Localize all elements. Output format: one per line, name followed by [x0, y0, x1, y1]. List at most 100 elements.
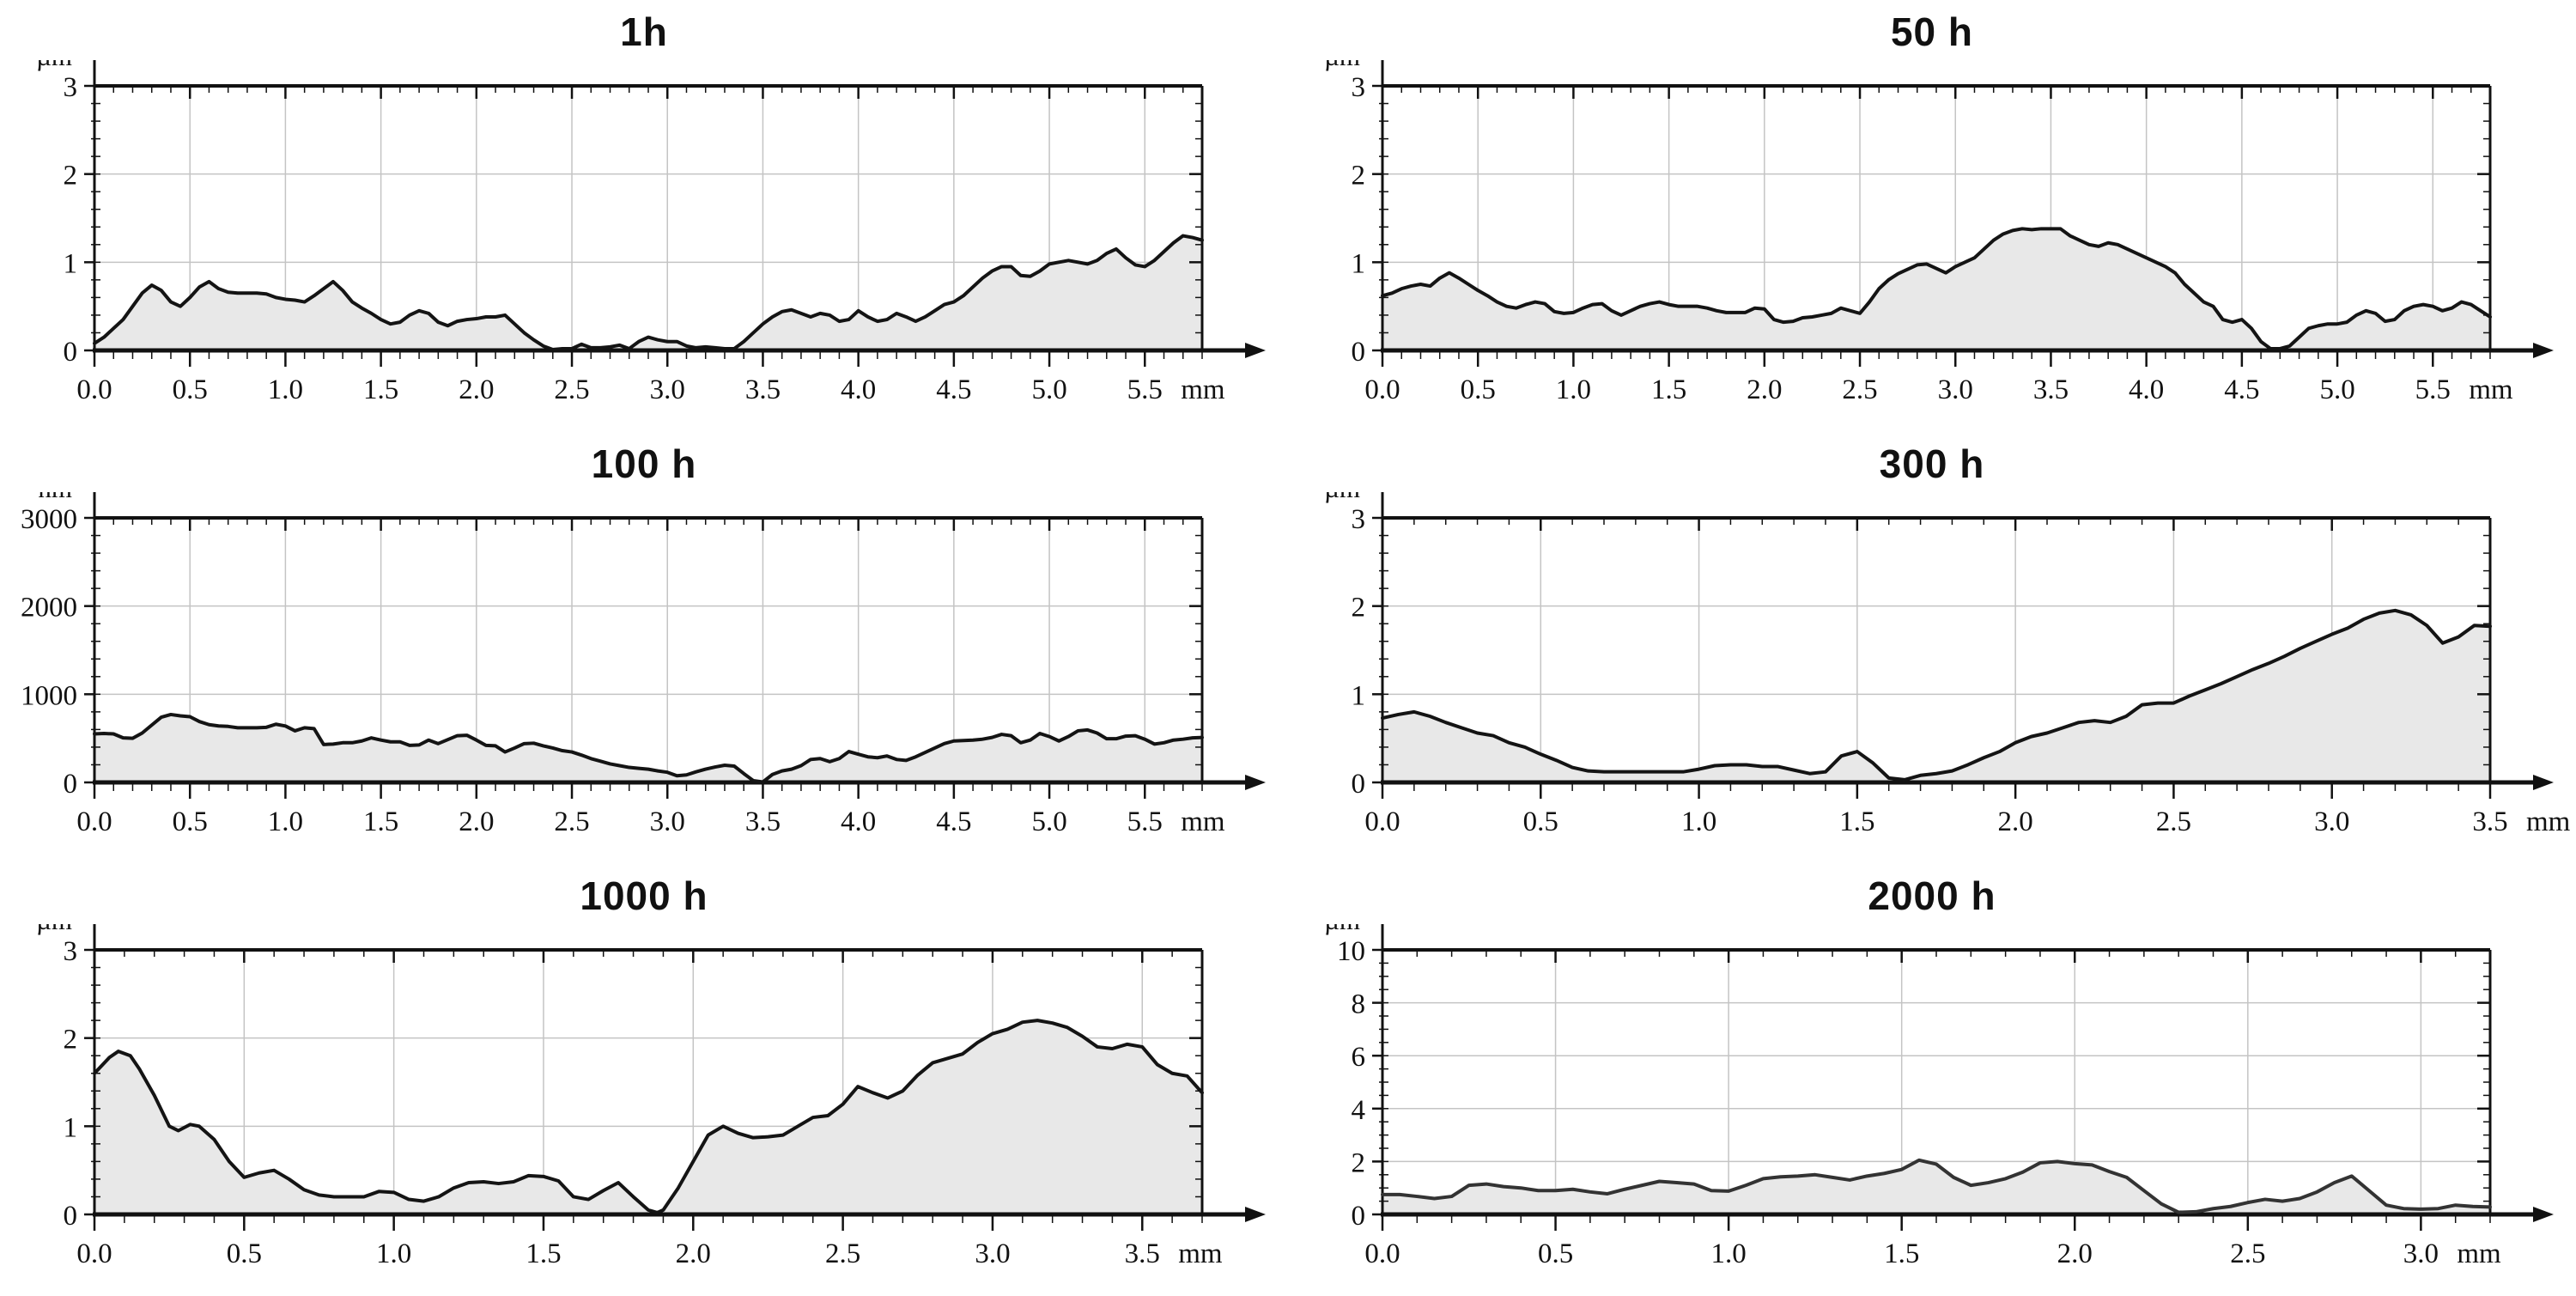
svg-text:2.0: 2.0	[1747, 374, 1782, 405]
svg-text:2000: 2000	[21, 593, 77, 624]
chart-title: 1h	[620, 9, 668, 54]
svg-text:0.0: 0.0	[76, 1238, 112, 1269]
svg-text:0.5: 0.5	[1461, 374, 1496, 405]
svg-text:1.5: 1.5	[363, 374, 398, 405]
svg-text:3.5: 3.5	[2472, 806, 2507, 837]
svg-text:3: 3	[64, 72, 78, 103]
svg-text:5.0: 5.0	[1031, 374, 1066, 405]
svg-text:3: 3	[64, 936, 78, 967]
svg-text:4.5: 4.5	[936, 374, 971, 405]
svg-text:4.5: 4.5	[936, 806, 971, 837]
profile-chart-2000h: 2000 h 0 2 4 6 8 10µm 0.0 0.5 1.0 1.5 2.0 2.5 3.0 mm	[1288, 864, 2576, 1296]
profile-chart-1000h: 1000 h 0 1 2 3µm 0.0 0.5 1.0 1.5 2.0 2.5 3.0 3.5 mm	[0, 864, 1288, 1296]
profile-plot: 0 1 2 3µm 0.0 0.5 1.0 1.5 2.0 2.5 3.0 3.5 4.0 4.5 5.0 5…	[36, 60, 1266, 405]
chart-title: 1000 h	[580, 873, 708, 918]
svg-text:2.5: 2.5	[1842, 374, 1877, 405]
chart-title: 100 h	[591, 441, 697, 486]
profile-plot: 0 2 4 6 8 10µm 0.0 0.5 1.0 1.5 2.0 2.5 3.0 mm	[1324, 924, 2554, 1269]
svg-text:2: 2	[64, 161, 78, 192]
svg-text:10: 10	[1337, 936, 1365, 967]
svg-text:2.5: 2.5	[554, 374, 589, 405]
svg-text:0.0: 0.0	[1364, 806, 1400, 837]
svg-text:µm: µm	[1324, 60, 1360, 71]
svg-text:3.0: 3.0	[650, 374, 685, 405]
profile-chart-300h: 300 h 0 1 2 3µm 0.0 0.5 1.0 1.5 2.0 2.5 3.0 3.5 mm	[1288, 432, 2576, 864]
profile-chart-100h: 100 h 0 1000 2000 3000nm 0.0 0.5 1.0 1.5 2.0 2.5 3…	[0, 432, 1288, 864]
svg-text:6: 6	[1352, 1042, 1366, 1073]
svg-text:mm: mm	[1181, 374, 1225, 405]
svg-text:5.5: 5.5	[1127, 806, 1163, 837]
svg-text:3.0: 3.0	[975, 1238, 1010, 1269]
svg-text:1: 1	[64, 1112, 78, 1143]
svg-text:µm: µm	[1324, 492, 1360, 503]
svg-text:0.0: 0.0	[76, 806, 112, 837]
svg-text:mm: mm	[2469, 374, 2513, 405]
svg-text:8: 8	[1352, 989, 1366, 1020]
svg-text:0: 0	[64, 337, 78, 368]
svg-text:0: 0	[1352, 769, 1366, 800]
svg-text:0.0: 0.0	[76, 374, 112, 405]
svg-text:0.5: 0.5	[1538, 1238, 1573, 1269]
svg-text:3.0: 3.0	[2403, 1238, 2439, 1269]
svg-text:1.0: 1.0	[376, 1238, 411, 1269]
svg-text:3: 3	[1352, 72, 1366, 103]
svg-text:2.0: 2.0	[459, 374, 494, 405]
svg-text:2: 2	[1352, 593, 1366, 624]
profile-plot: 0 1 2 3µm 0.0 0.5 1.0 1.5 2.0 2.5 3.0 3.5 4.0 4.5 5.0 5…	[1324, 60, 2554, 405]
svg-text:mm: mm	[2526, 806, 2571, 837]
svg-text:3.0: 3.0	[2314, 806, 2349, 837]
svg-text:1.0: 1.0	[1711, 1238, 1747, 1269]
svg-text:µm: µm	[36, 60, 72, 71]
svg-text:1.0: 1.0	[1681, 806, 1716, 837]
svg-text:4.0: 4.0	[841, 374, 876, 405]
svg-text:3.5: 3.5	[2033, 374, 2069, 405]
svg-text:3.0: 3.0	[650, 806, 685, 837]
svg-text:0.0: 0.0	[1364, 1238, 1400, 1269]
svg-text:5.0: 5.0	[1031, 806, 1066, 837]
profile-plot: 0 1 2 3µm 0.0 0.5 1.0 1.5 2.0 2.5 3.0 3.5 mm	[36, 924, 1266, 1269]
svg-text:0.5: 0.5	[227, 1238, 262, 1269]
svg-text:4.0: 4.0	[841, 806, 876, 837]
svg-text:µm: µm	[36, 924, 72, 935]
svg-text:5.0: 5.0	[2319, 374, 2354, 405]
svg-text:2.5: 2.5	[2230, 1238, 2265, 1269]
svg-text:1.0: 1.0	[1556, 374, 1591, 405]
svg-text:µm: µm	[1324, 924, 1360, 935]
svg-text:1.5: 1.5	[363, 806, 398, 837]
svg-text:1.0: 1.0	[268, 806, 303, 837]
svg-text:4: 4	[1352, 1095, 1366, 1126]
svg-text:0: 0	[64, 769, 78, 800]
svg-text:0.0: 0.0	[1364, 374, 1400, 405]
chart-title: 50 h	[1890, 9, 1974, 54]
profile-plot: 0 1000 2000 3000nm 0.0 0.5 1.0 1.5 2.0 2.5 3.0 3.5 4…	[21, 492, 1266, 837]
svg-text:3.5: 3.5	[745, 374, 781, 405]
svg-text:5.5: 5.5	[1127, 374, 1163, 405]
svg-text:2.5: 2.5	[554, 806, 589, 837]
svg-text:2.5: 2.5	[825, 1238, 860, 1269]
svg-text:mm: mm	[2457, 1238, 2501, 1269]
svg-text:2.5: 2.5	[2156, 806, 2191, 837]
svg-text:3.5: 3.5	[1125, 1238, 1160, 1269]
profile-plot: 0 1 2 3µm 0.0 0.5 1.0 1.5 2.0 2.5 3.0 3.5 mm	[1324, 492, 2571, 837]
profile-chart-50h: 50 h 0 1 2 3µm 0.0 0.5 1.0 1.5 2.0 2.5 3.0 3.5 4.0 4.…	[1288, 0, 2576, 432]
svg-text:2.0: 2.0	[2057, 1238, 2093, 1269]
svg-text:4.5: 4.5	[2224, 374, 2259, 405]
svg-text:1000: 1000	[21, 680, 77, 711]
svg-text:1.5: 1.5	[526, 1238, 561, 1269]
svg-text:0.5: 0.5	[173, 806, 208, 837]
svg-text:1.5: 1.5	[1884, 1238, 1919, 1269]
svg-text:0: 0	[64, 1201, 78, 1232]
svg-text:1.5: 1.5	[1651, 374, 1686, 405]
svg-text:0: 0	[1352, 1201, 1366, 1232]
svg-text:2: 2	[64, 1025, 78, 1056]
svg-text:0: 0	[1352, 337, 1366, 368]
svg-text:3.0: 3.0	[1938, 374, 1973, 405]
svg-text:0.5: 0.5	[1523, 806, 1558, 837]
chart-title: 2000 h	[1868, 873, 1996, 918]
svg-text:mm: mm	[1181, 806, 1225, 837]
svg-text:2.0: 2.0	[676, 1238, 711, 1269]
svg-text:1: 1	[64, 248, 78, 279]
svg-text:2: 2	[1352, 1147, 1366, 1178]
svg-text:2.0: 2.0	[1998, 806, 2033, 837]
